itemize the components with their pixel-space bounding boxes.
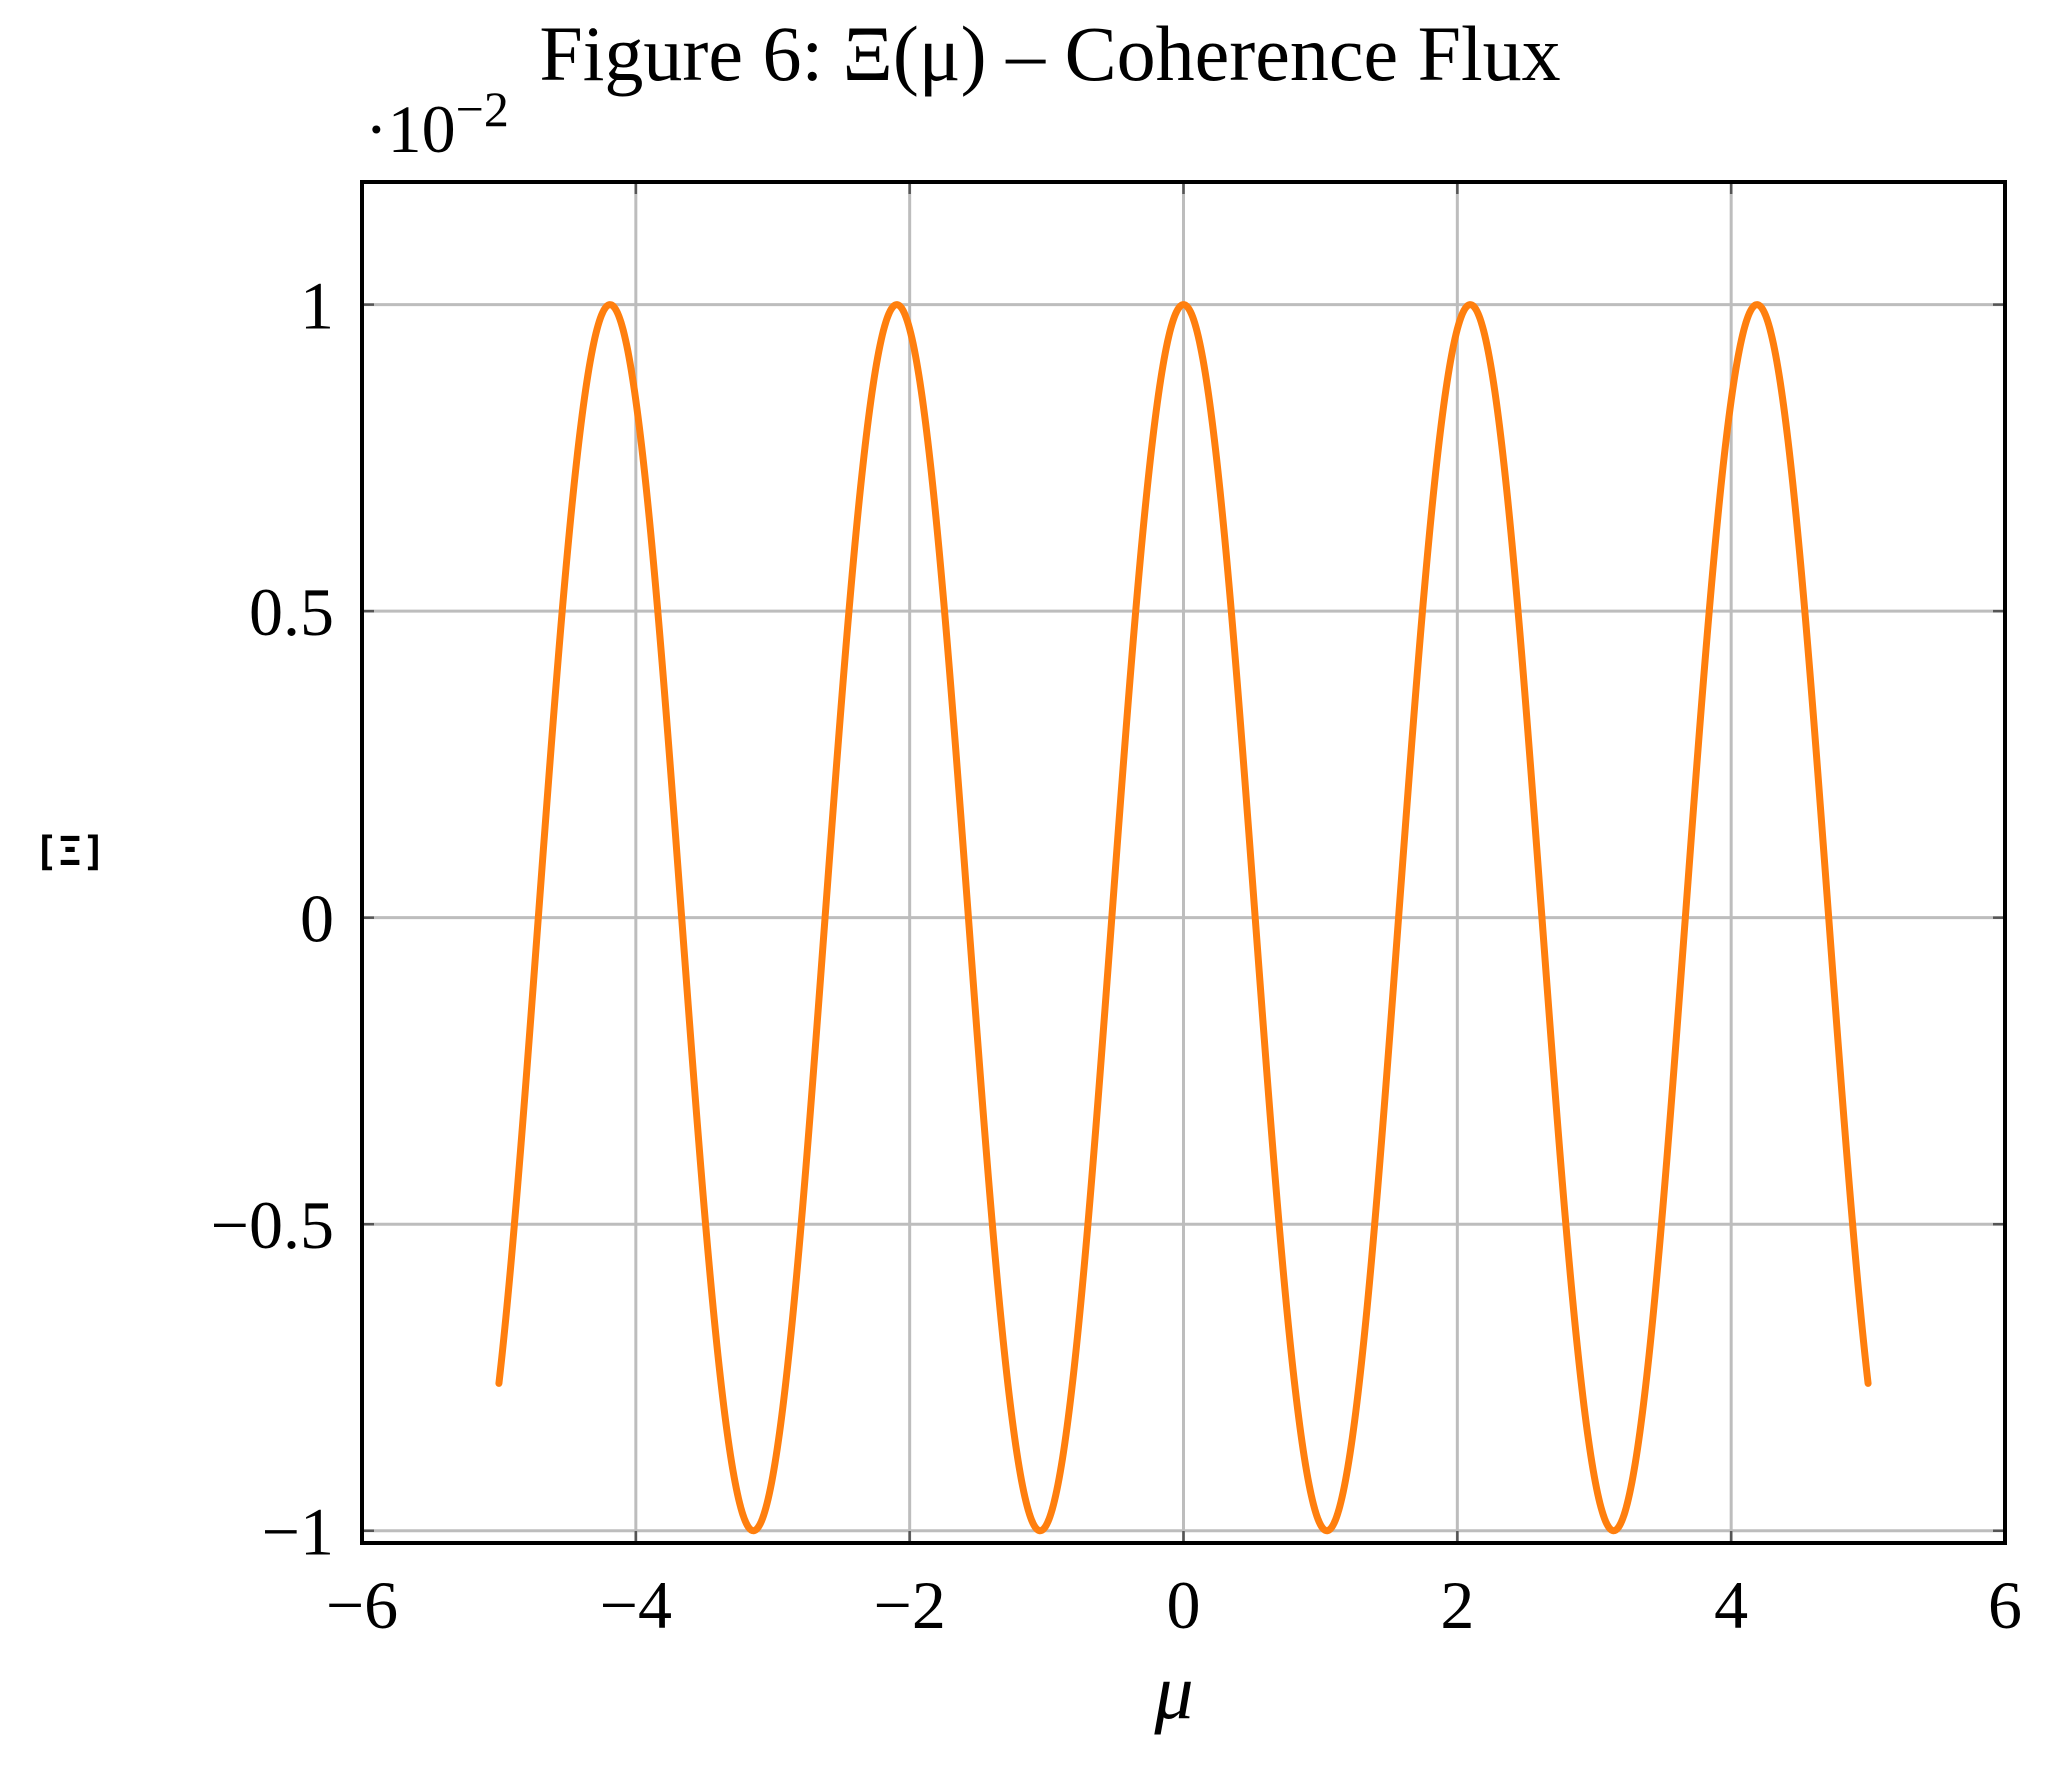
y-tick-labels: −1 −0.5 0 0.5 1 [211, 268, 334, 1570]
y-scale-exponent: −2 [456, 81, 509, 137]
y-tick-label: 0 [300, 881, 334, 957]
y-scale-label: ·10−2 [365, 81, 509, 167]
series-group [495, 301, 1872, 1535]
grid [360, 182, 2007, 1543]
x-tick-labels: −6 −4 −2 0 2 4 6 [326, 1567, 2022, 1643]
x-tick-label: 6 [1988, 1567, 2022, 1643]
chart-title: Figure 6: Ξ(μ) – Coherence Flux [539, 10, 1560, 97]
y-axis-label: [Ξ] [34, 829, 106, 875]
plot-frame [360, 180, 2007, 1545]
x-axis-label: μ [1153, 1648, 1193, 1735]
y-tick-label: 1 [300, 268, 334, 344]
y-scale-base: ·10 [365, 91, 456, 167]
x-tick-label: 0 [1167, 1567, 1201, 1643]
y-tick-label: −0.5 [211, 1187, 334, 1263]
series-line [495, 301, 1872, 1535]
y-tick-label: −1 [262, 1494, 334, 1570]
x-tick-label: −4 [600, 1567, 672, 1643]
x-tick-label: 4 [1714, 1567, 1748, 1643]
x-tick-label: −2 [873, 1567, 945, 1643]
x-tick-label: 2 [1440, 1567, 1474, 1643]
y-tick-label: 0.5 [249, 574, 334, 650]
x-tick-label: −6 [326, 1567, 398, 1643]
